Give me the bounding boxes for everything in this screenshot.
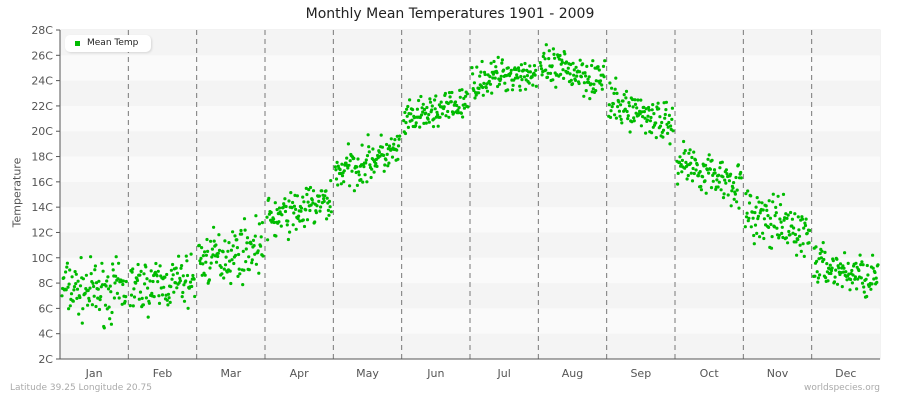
y-tick-label: 16C — [31, 176, 53, 189]
x-tick-label: May — [356, 367, 379, 380]
y-tick-label: 22C — [31, 100, 53, 113]
y-tick-label: 8C — [38, 277, 53, 290]
axes — [59, 30, 880, 360]
x-tick-label: Nov — [767, 367, 789, 380]
y-tick-label: 24C — [31, 75, 53, 88]
x-tick-label: Aug — [562, 367, 583, 380]
x-axis-labels: Jan Feb Mar Apr May Jun Jul Aug Sep Oct Nov Dec — [85, 367, 857, 380]
y-tick-label: 26C — [31, 49, 53, 62]
y-axis-title: Temperature — [10, 157, 24, 228]
y-tick-label: 20C — [31, 125, 53, 138]
x-tick-label: Jan — [85, 367, 103, 380]
data-points — [60, 43, 880, 330]
month-dividers — [127, 30, 813, 359]
chart-title: Monthly Mean Temperatures 1901 - 2009 — [305, 6, 595, 22]
y-tick-label: 14C — [31, 201, 53, 214]
x-tick-label: Dec — [835, 367, 856, 380]
y-tick-label: 4C — [38, 328, 53, 341]
legend-swatch — [75, 41, 80, 46]
source-footer: worldspecies.org — [803, 383, 880, 393]
location-footer: Latitude 39.25 Longitude 20.75 — [10, 383, 152, 393]
y-tick-label: 18C — [31, 151, 53, 164]
x-tick-label: Jul — [497, 367, 511, 380]
x-tick-label: Oct — [700, 367, 720, 380]
x-tick-label: Apr — [290, 367, 310, 380]
y-tick-label: 2C — [38, 353, 53, 366]
x-tick-label: Jun — [426, 367, 444, 380]
x-tick-label: Sep — [630, 367, 651, 380]
y-tick-label: 6C — [38, 302, 53, 315]
y-tick-label: 10C — [31, 252, 53, 265]
y-axis-ticks: 2C 4C 6C 8C 10C 12C 14C 16C 18C 20C 22C 24C 26C 28C — [31, 24, 60, 366]
x-tick-label: Feb — [153, 367, 172, 380]
x-tick-label: Mar — [220, 367, 241, 380]
legend: Mean Temp — [65, 35, 151, 52]
legend-label: Mean Temp — [87, 38, 139, 48]
y-tick-label: 12C — [31, 226, 53, 239]
y-tick-label: 28C — [31, 24, 53, 37]
